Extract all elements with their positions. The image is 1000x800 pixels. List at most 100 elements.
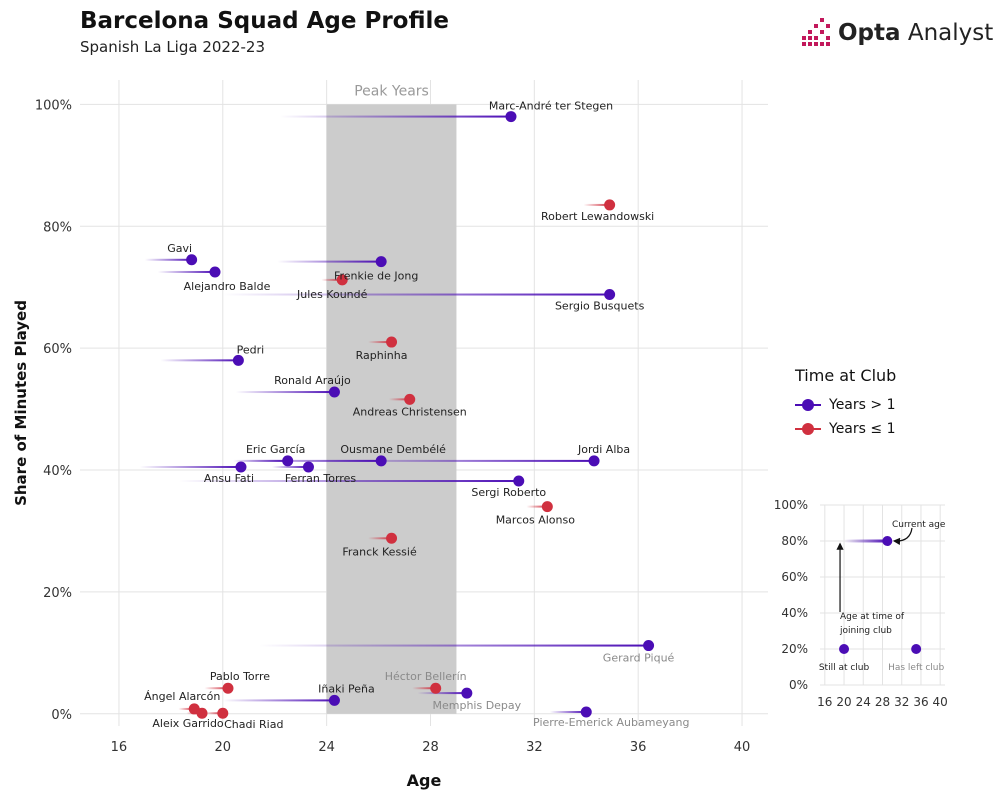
tenure-line	[160, 359, 239, 362]
inset-join-age-label-2: joining club	[839, 626, 892, 636]
tenure-line	[178, 480, 519, 483]
legend-item-under: Years ≤ 1	[795, 417, 896, 441]
player-label: Héctor Bellerín	[385, 670, 467, 683]
tenure-line	[157, 270, 216, 273]
player-point	[328, 386, 340, 398]
player-label: Frenkie de Jong	[334, 270, 418, 283]
inset-still-label: Still at club	[819, 663, 870, 673]
brand-light: Analyst	[900, 20, 994, 46]
player-label: Eric García	[246, 443, 305, 456]
tenure-line	[368, 537, 392, 540]
tenure-line	[222, 699, 335, 702]
player-label: Sergio Busquets	[555, 300, 645, 313]
inset-left-point	[911, 644, 922, 654]
player-label: Marc-André ter Stegen	[489, 100, 613, 113]
tenure-line	[417, 692, 467, 695]
player-label: Jules Koundé	[296, 288, 368, 301]
inset-join-age-label-1: Age at time of	[840, 612, 905, 622]
inset-x-tick-label: 16	[817, 695, 832, 709]
legend-title: Time at Club	[795, 366, 897, 385]
tenure-line	[204, 712, 223, 715]
tenure-line	[526, 505, 548, 508]
inset-current-age-label: Current age	[892, 520, 946, 530]
tenure-line	[277, 260, 382, 263]
player-point	[375, 455, 387, 467]
player-point	[604, 289, 616, 301]
player-point	[232, 354, 244, 366]
player-point	[186, 254, 198, 266]
x-tick-label: 20	[215, 740, 232, 755]
player-label: Ousmane Dembélé	[340, 443, 446, 456]
player-point	[604, 199, 616, 211]
y-tick-label: 0%	[51, 708, 72, 723]
player-point	[328, 694, 340, 706]
player-label: Ángel Alarcón	[144, 690, 220, 703]
inset-current-arrow	[892, 527, 913, 545]
player-point	[302, 461, 314, 473]
legend: Time at Club Years > 1 Years ≤ 1	[795, 366, 896, 441]
player-label: Iñaki Peña	[318, 682, 375, 695]
player-point	[580, 706, 592, 718]
legend-item-over: Years > 1	[795, 393, 896, 417]
inset-y-tick-label: 40%	[781, 606, 808, 620]
player-label: Franck Kessié	[342, 545, 417, 558]
player-label: Gavi	[167, 242, 192, 255]
player-point	[461, 687, 473, 699]
player-point	[336, 274, 348, 286]
inset-x-tick-label: 28	[875, 695, 890, 709]
chart-subtitle: Spanish La Liga 2022-23	[80, 38, 265, 56]
tenure-line	[139, 465, 241, 468]
inset-left-label: Has left club	[888, 663, 944, 673]
x-tick-label: 32	[526, 740, 543, 755]
player-label: Andreas Christensen	[353, 405, 467, 418]
player-point	[430, 682, 442, 694]
player-label: Marcos Alonso	[496, 514, 576, 527]
player-label: Ansu Fati	[204, 472, 254, 485]
brand-bold: Opta	[838, 20, 901, 46]
y-tick-label: 60%	[43, 342, 72, 357]
player-label: Pedri	[237, 343, 265, 356]
inset-y-tick-label: 100%	[774, 498, 808, 512]
tenure-line	[412, 687, 436, 690]
player-label: Memphis Depay	[432, 699, 521, 712]
tenure-line	[204, 687, 228, 690]
tenure-line	[279, 115, 511, 118]
player-label: Robert Lewandowski	[541, 210, 654, 223]
inset-y-tick-label: 60%	[781, 570, 808, 584]
player-label: Pierre-Emerick Aubameyang	[533, 716, 689, 729]
y-tick-label: 20%	[43, 586, 72, 601]
player-point	[386, 336, 398, 348]
inset-y-tick-label: 20%	[781, 642, 808, 656]
inset-y-tick-label: 80%	[781, 534, 808, 548]
player-point	[217, 707, 229, 719]
tenure-line	[321, 278, 343, 281]
x-tick-label: 36	[630, 740, 647, 755]
y-axis-title: Share of Minutes Played	[12, 300, 30, 506]
x-tick-label: 28	[422, 740, 439, 755]
tenure-line	[235, 391, 335, 394]
tenure-line	[259, 644, 649, 647]
player-point	[541, 501, 553, 513]
inset-example-line	[844, 539, 888, 543]
player-label: Ferran Torres	[285, 472, 357, 485]
player-label: Sergi Roberto	[471, 486, 546, 499]
player-point	[505, 111, 517, 123]
y-tick-label: 80%	[43, 220, 72, 235]
player-point	[375, 256, 387, 268]
tenure-line	[144, 258, 192, 261]
legend-label-over: Years > 1	[829, 397, 896, 413]
player-point	[282, 455, 294, 467]
tenure-line	[305, 459, 595, 462]
inset-x-tick-label: 36	[913, 695, 928, 709]
opta-analyst-logo: Opta Analyst	[800, 14, 993, 54]
tenure-line	[178, 707, 195, 710]
inset-x-tick-label: 40	[933, 695, 948, 709]
legend-label-under: Years ≤ 1	[829, 421, 896, 437]
x-tick-label: 16	[111, 740, 128, 755]
peak-years-band	[326, 104, 457, 714]
inset-y-tick-label: 0%	[789, 678, 808, 692]
tenure-line	[368, 341, 392, 344]
inset-still-point	[839, 644, 850, 654]
y-tick-label: 40%	[43, 464, 72, 479]
